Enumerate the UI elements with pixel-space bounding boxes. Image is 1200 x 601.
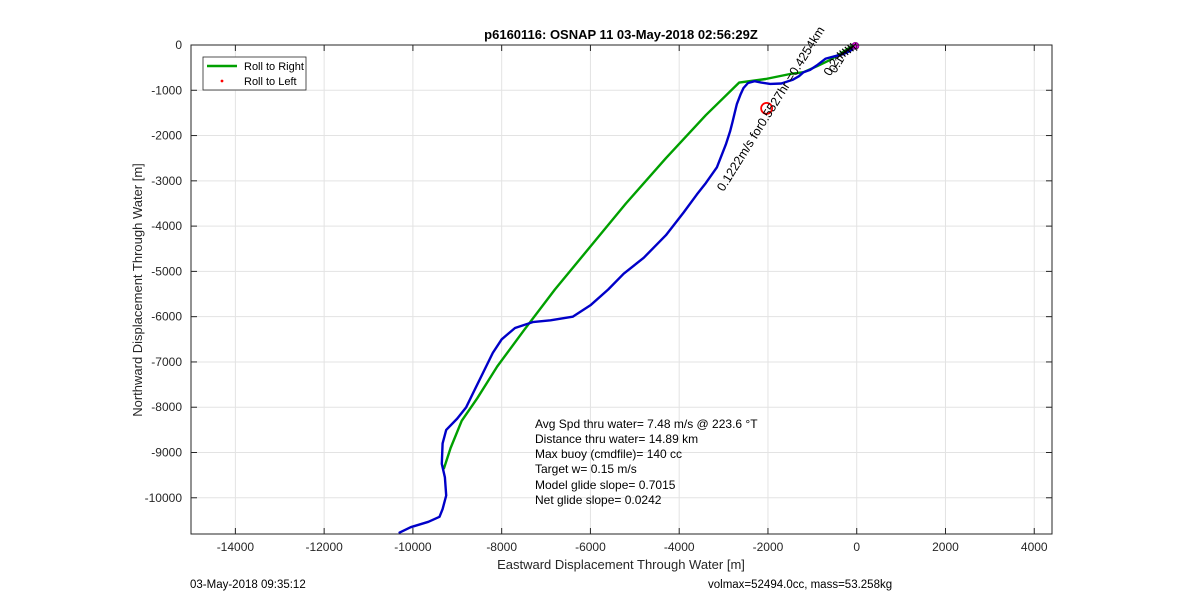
stats-block: Avg Spd thru water= 7.48 m/s @ 223.6 °T … (535, 417, 758, 507)
legend-label-roll-right: Roll to Right (244, 61, 304, 73)
legend: Roll to Right Roll to Left (202, 56, 307, 91)
y-tick-label: -1000 (151, 83, 182, 97)
chart-axes-box (190, 44, 1053, 535)
y-axis-label: Northward Displacement Through Water [m] (130, 163, 145, 417)
chart-title: p6160116: OSNAP 11 03-May-2018 02:56:29Z (484, 27, 758, 42)
footer-volmax: volmax=52494.0cc, mass=53.258kg (708, 579, 892, 591)
stat-model-glide-slope: Model glide slope= 0.7015 (535, 478, 676, 492)
series-track-line (398, 46, 856, 534)
y-tick-label: -9000 (151, 446, 182, 460)
y-tick-label: -2000 (151, 129, 182, 143)
x-axis-label: Eastward Displacement Through Water [m] (497, 557, 745, 572)
x-tick-label: -6000 (575, 540, 606, 554)
x-tick-label: 0 (853, 540, 860, 554)
stat-target-w: Target w= 0.15 m/s (535, 462, 637, 476)
x-tick-label: -10000 (394, 540, 432, 554)
stat-distance: Distance thru water= 14.89 km (535, 432, 698, 446)
y-tick-label: -3000 (151, 174, 182, 188)
y-tick-label: -4000 (151, 219, 182, 233)
marker-circle (760, 101, 774, 115)
y-tick-label: -10000 (145, 491, 183, 505)
x-tick-label: -4000 (664, 540, 695, 554)
tick-layer: -14000 -12000 -10000 -8000 -6000 -4000 -2000 0 2… (145, 38, 1052, 554)
x-tick-label: -14000 (217, 540, 255, 554)
y-tick-label: -6000 (151, 310, 182, 324)
x-tick-label: -12000 (305, 540, 343, 554)
x-tick-label: -8000 (486, 540, 517, 554)
surface-marker-cross (849, 42, 857, 50)
x-tick-label: -2000 (753, 540, 784, 554)
stat-net-glide-slope: Net glide slope= 0.0242 (535, 493, 662, 507)
legend-box (202, 56, 307, 91)
y-tick-label: -8000 (151, 400, 182, 414)
footer-timestamp: 03-May-2018 09:35:12 (190, 579, 306, 591)
legend-label-roll-left: Roll to Left (244, 76, 297, 88)
x-tick-label: 2000 (932, 540, 959, 554)
stat-max-buoy: Max buoy (cmdfile)= 140 cc (535, 447, 682, 461)
x-tick-label: 4000 (1021, 540, 1048, 554)
y-tick-label: -7000 (151, 355, 182, 369)
stat-avg-speed: Avg Spd thru water= 7.48 m/s @ 223.6 °T (535, 417, 758, 431)
y-tick-label: -5000 (151, 264, 182, 278)
legend-swatch-roll-left (220, 79, 224, 83)
y-tick-label: 0 (175, 38, 182, 52)
